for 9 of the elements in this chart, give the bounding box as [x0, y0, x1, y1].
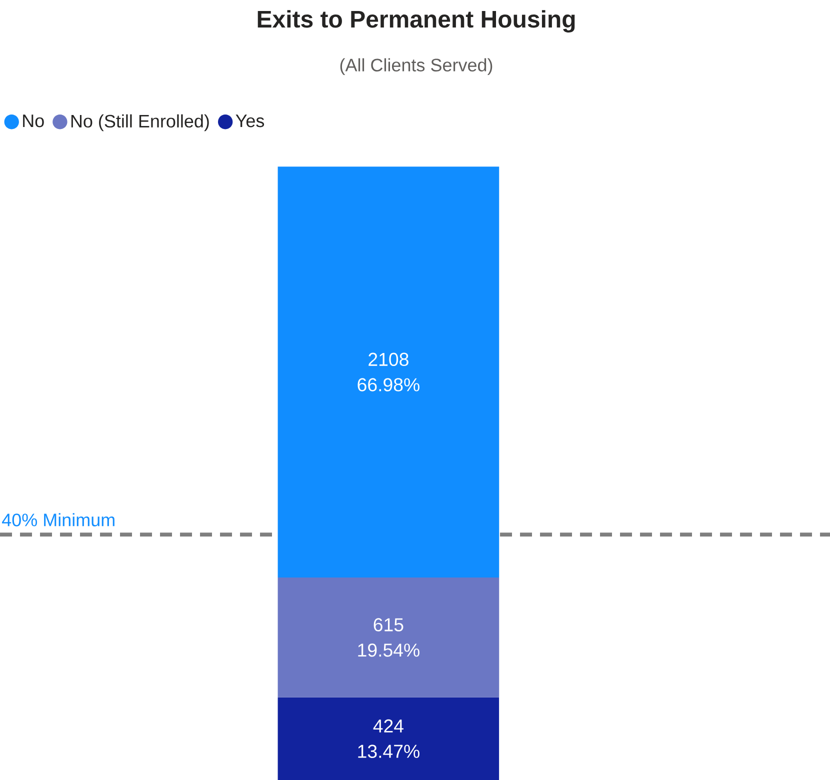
legend-label: Yes — [236, 114, 264, 128]
data-label: 2108 66.98% — [358, 352, 420, 392]
data-label: 615 19.54% — [358, 618, 420, 657]
legend-label: No (Still Enrolled) — [71, 114, 209, 132]
data-label: 424 13.47% — [358, 719, 420, 758]
legend-label: No — [23, 114, 44, 128]
chart-title: Exits to Permanent Housing — [258, 10, 575, 33]
ref-line-label: 40% Minimum — [2, 513, 114, 526]
chart-subtitle: (All Clients Served) — [340, 58, 492, 76]
